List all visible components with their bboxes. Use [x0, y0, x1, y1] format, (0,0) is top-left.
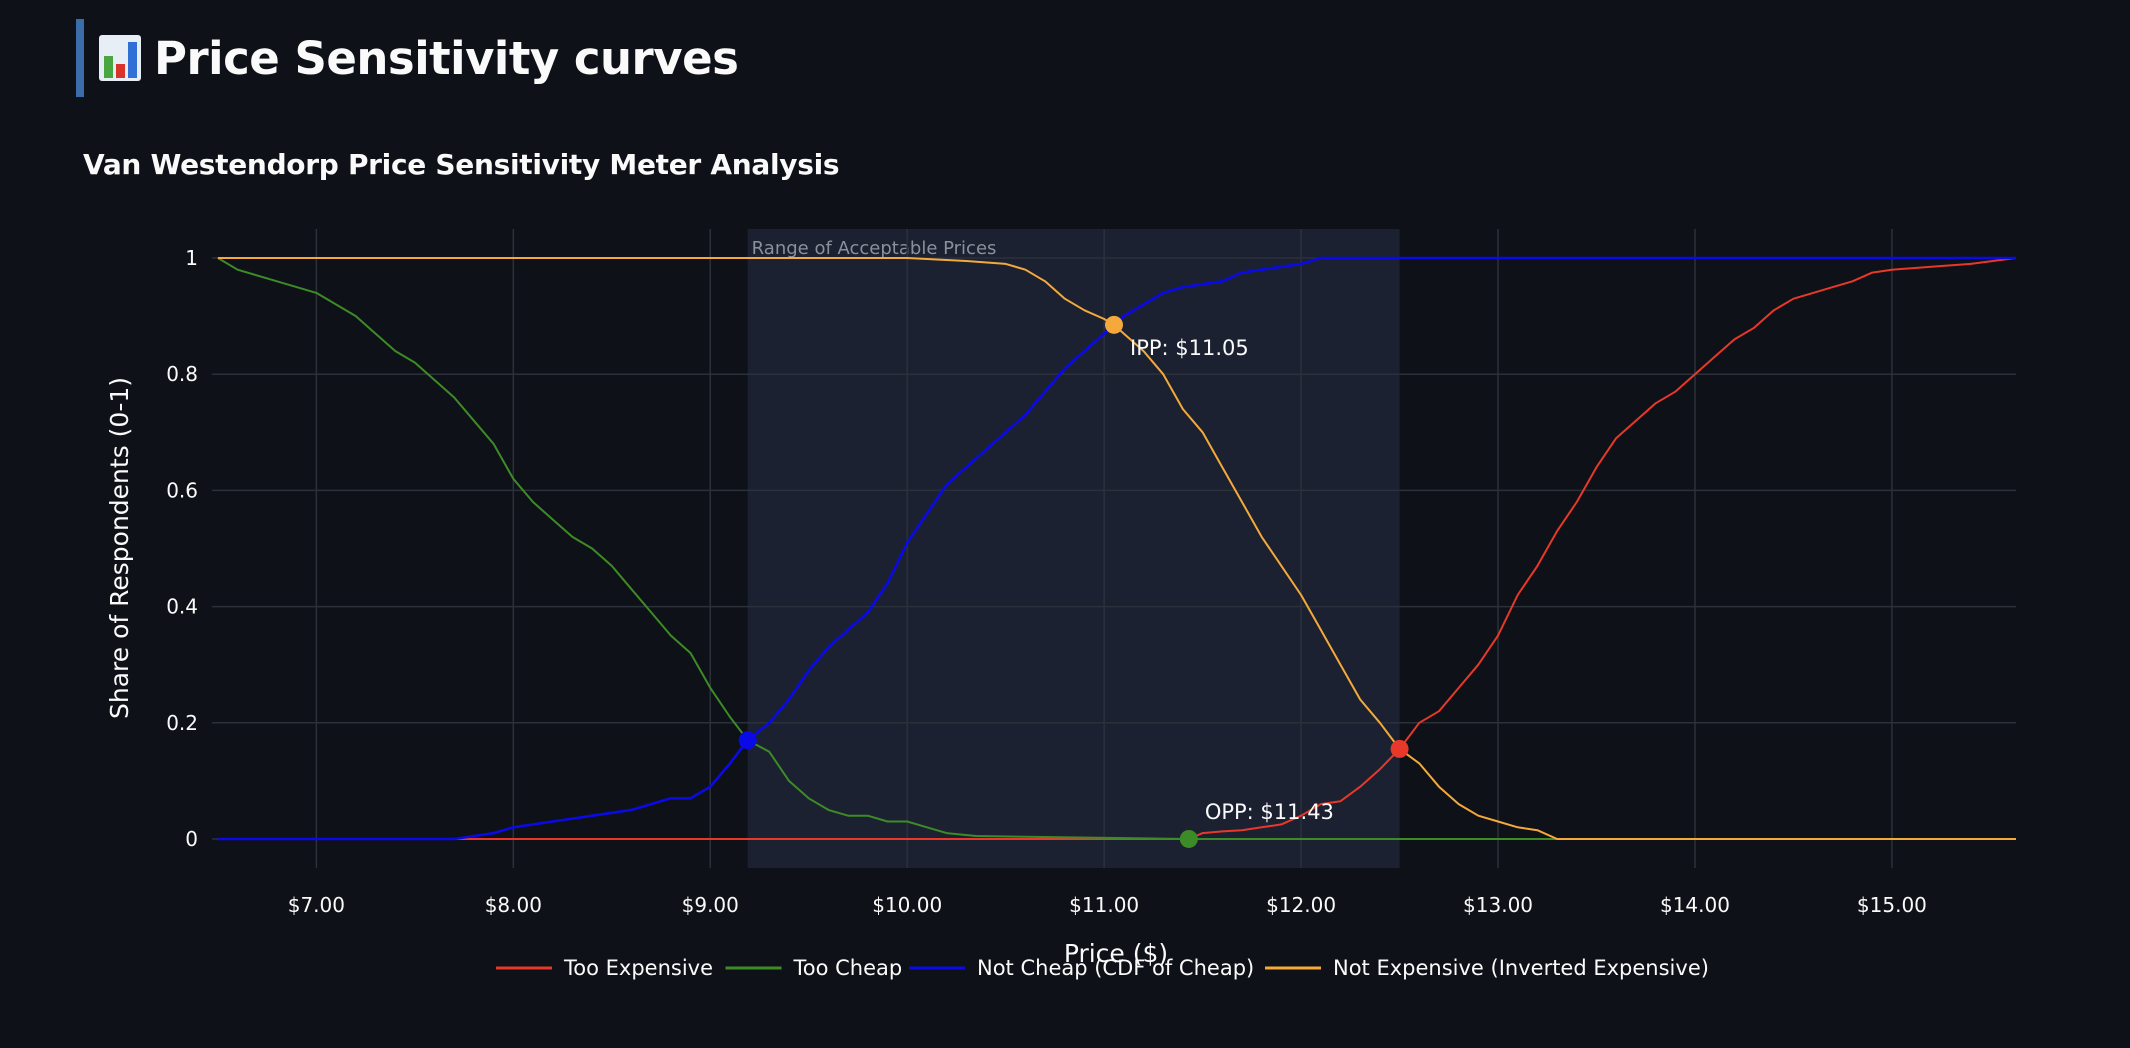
x-tick-label: $12.00: [1266, 893, 1336, 917]
page-title: Price Sensitivity curves: [154, 31, 739, 85]
legend-label: Not Expensive (Inverted Expensive): [1333, 956, 1709, 980]
series-line-3: [217, 256, 2016, 841]
series-line-4: [217, 257, 2016, 840]
acceptable-range-band: [747, 229, 1400, 868]
page-header: Price Sensitivity curves: [76, 19, 739, 97]
series-line-1: [217, 257, 2017, 840]
bar-chart-icon: [99, 35, 141, 81]
x-tick-label: $8.00: [485, 893, 542, 917]
legend-label: Not Cheap (CDF of Cheap): [977, 956, 1254, 980]
legend-item-3: Not Cheap (CDF of Cheap): [909, 956, 1254, 980]
series-line-2: [217, 257, 2016, 840]
x-axis-label: Price ($): [1064, 939, 1168, 968]
x-tick-label: $13.00: [1463, 893, 1533, 917]
intersection-label-2: IPP: $11.05: [1130, 336, 1249, 360]
x-tick-label: $14.00: [1660, 893, 1730, 917]
intersection-point-3: [1179, 829, 1198, 848]
tick-layer: $7.00 $8.00 $9.00 $10.00 $11.00 $12.00 $13.00 $…: [166, 246, 1927, 917]
y-tick-label: 1: [185, 246, 198, 270]
y-tick-label: 0.8: [166, 362, 198, 386]
y-tick-label: 0.6: [166, 478, 198, 502]
intersection-label-3: OPP: $11.43: [1205, 800, 1334, 824]
legend-label: Too Cheap: [793, 956, 903, 980]
series-layer: [217, 256, 2017, 841]
y-tick-label: 0: [185, 827, 198, 851]
chart-title: Van Westendorp Price Sensitivity Meter A…: [83, 148, 840, 181]
legend-item-4: Not Expensive (Inverted Expensive): [1265, 956, 1709, 980]
x-tick-label: $11.00: [1069, 893, 1139, 917]
x-tick-label: $9.00: [682, 893, 739, 917]
legend-label: Too Expensive: [563, 956, 713, 980]
x-tick-label: $15.00: [1857, 893, 1927, 917]
legend: Too Expensive Too Cheap Not Cheap (CDF of …: [496, 956, 1709, 980]
legend-item-2: Too Cheap: [725, 956, 903, 980]
range-band-label: Range of Acceptable Prices: [752, 238, 997, 259]
range-band-layer: Range of Acceptable Prices: [747, 229, 1400, 868]
y-tick-label: 0.4: [166, 595, 198, 619]
intersection-point-4: [1390, 739, 1409, 758]
y-tick-label: 0.2: [166, 711, 198, 735]
marker-layer: IPP: $11.05 OPP: $11.43: [738, 315, 1409, 848]
x-tick-label: $7.00: [288, 893, 345, 917]
y-axis-label: Share of Respondents (0-1): [105, 377, 134, 719]
x-tick-label: $10.00: [872, 893, 942, 917]
legend-item-1: Too Expensive: [496, 956, 713, 980]
intersection-point-1: [738, 731, 757, 750]
intersection-point-2: [1105, 315, 1123, 334]
